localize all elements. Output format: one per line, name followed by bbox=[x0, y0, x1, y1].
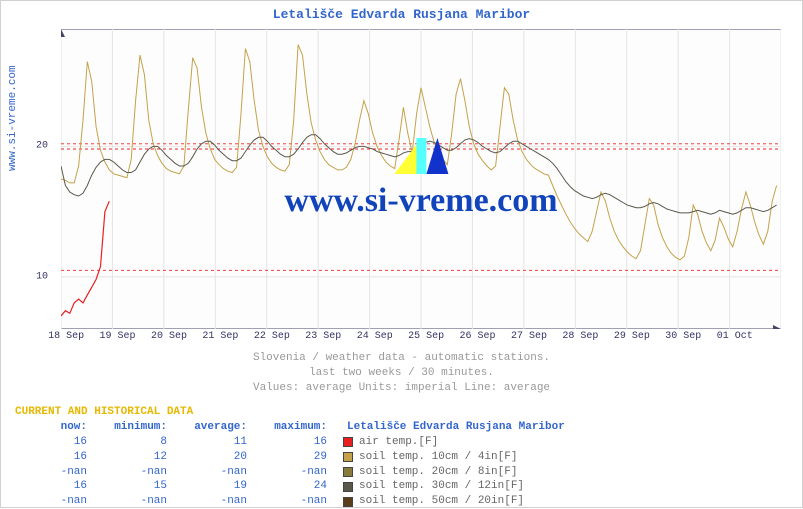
plot-area: www.si-vreme.com bbox=[61, 29, 781, 329]
table-row: -nan-nan-nan-nansoil temp. 20cm / 8in[F] bbox=[15, 465, 790, 480]
x-tick: 01 Oct bbox=[717, 331, 753, 342]
series-swatch bbox=[343, 452, 353, 462]
table-heading: CURRENT AND HISTORICAL DATA bbox=[15, 406, 790, 418]
col-avg: average: bbox=[175, 420, 255, 435]
x-tick: 27 Sep bbox=[511, 331, 547, 342]
cell-avg: -nan bbox=[175, 494, 255, 509]
cell-max: -nan bbox=[255, 465, 335, 480]
cell-max: 16 bbox=[255, 435, 335, 450]
x-tick: 26 Sep bbox=[460, 331, 496, 342]
x-tick: 29 Sep bbox=[614, 331, 650, 342]
series-label: soil temp. 50cm / 20in[F] bbox=[359, 494, 524, 509]
cell-now: 16 bbox=[15, 435, 95, 450]
series-swatch bbox=[343, 482, 353, 492]
cell-now: -nan bbox=[15, 494, 95, 509]
x-tick: 22 Sep bbox=[254, 331, 290, 342]
x-tick: 23 Sep bbox=[305, 331, 341, 342]
series-swatch bbox=[343, 437, 353, 447]
cell-min: 12 bbox=[95, 450, 175, 465]
y-tick-labels: 10 20 bbox=[1, 29, 56, 329]
cell-min: -nan bbox=[95, 494, 175, 509]
cell-max: 29 bbox=[255, 450, 335, 465]
x-tick-labels: 18 Sep19 Sep20 Sep21 Sep22 Sep23 Sep24 S… bbox=[61, 331, 781, 345]
table-row: 16151924 soil temp. 30cm / 12in[F] bbox=[15, 479, 790, 494]
cell-min: 15 bbox=[95, 479, 175, 494]
cell-min: 8 bbox=[95, 435, 175, 450]
x-tick: 25 Sep bbox=[408, 331, 444, 342]
x-tick: 18 Sep bbox=[48, 331, 84, 342]
table-row: 1681116air temp.[F] bbox=[15, 435, 790, 450]
series-swatch bbox=[343, 497, 353, 507]
subtitle: Slovenia / weather data - automatic stat… bbox=[1, 351, 802, 396]
cell-avg: 20 bbox=[175, 450, 255, 465]
x-tick: 28 Sep bbox=[562, 331, 598, 342]
cell-max: -nan bbox=[255, 494, 335, 509]
x-tick: 20 Sep bbox=[151, 331, 187, 342]
series-swatch bbox=[343, 467, 353, 477]
series-label: soil temp. 20cm / 8in[F] bbox=[359, 465, 517, 480]
subtitle-line: last two weeks / 30 minutes. bbox=[1, 366, 802, 381]
series-label: soil temp. 10cm / 4in[F] bbox=[359, 450, 517, 465]
subtitle-line: Slovenia / weather data - automatic stat… bbox=[1, 351, 802, 366]
col-min: minimum: bbox=[95, 420, 175, 435]
cell-min: -nan bbox=[95, 465, 175, 480]
y-tick: 20 bbox=[36, 141, 48, 152]
y-tick: 10 bbox=[36, 271, 48, 282]
x-tick: 19 Sep bbox=[100, 331, 136, 342]
x-tick: 24 Sep bbox=[357, 331, 393, 342]
table-row: -nan-nan-nan-nansoil temp. 50cm / 20in[F… bbox=[15, 494, 790, 509]
chart-title: Letališče Edvarda Rusjana Maribor bbox=[1, 1, 802, 24]
col-max: maximum: bbox=[255, 420, 335, 435]
table-header-row: now: minimum: average: maximum: Letališč… bbox=[15, 420, 790, 435]
series-label: soil temp. 30cm / 12in[F] bbox=[359, 479, 524, 494]
series-label: air temp.[F] bbox=[359, 435, 438, 450]
station-name: Letališče Edvarda Rusjana Maribor bbox=[347, 420, 565, 435]
col-now: now: bbox=[15, 420, 95, 435]
cell-now: 16 bbox=[15, 450, 95, 465]
table-row: 16122029 soil temp. 10cm / 4in[F] bbox=[15, 450, 790, 465]
cell-avg: 19 bbox=[175, 479, 255, 494]
subtitle-line: Values: average Units: imperial Line: av… bbox=[1, 381, 802, 396]
x-tick: 30 Sep bbox=[665, 331, 701, 342]
cell-now: 16 bbox=[15, 479, 95, 494]
cell-now: -nan bbox=[15, 465, 95, 480]
data-table: CURRENT AND HISTORICAL DATA now: minimum… bbox=[15, 406, 790, 509]
cell-max: 24 bbox=[255, 479, 335, 494]
cell-avg: -nan bbox=[175, 465, 255, 480]
cell-avg: 11 bbox=[175, 435, 255, 450]
x-tick: 21 Sep bbox=[202, 331, 238, 342]
